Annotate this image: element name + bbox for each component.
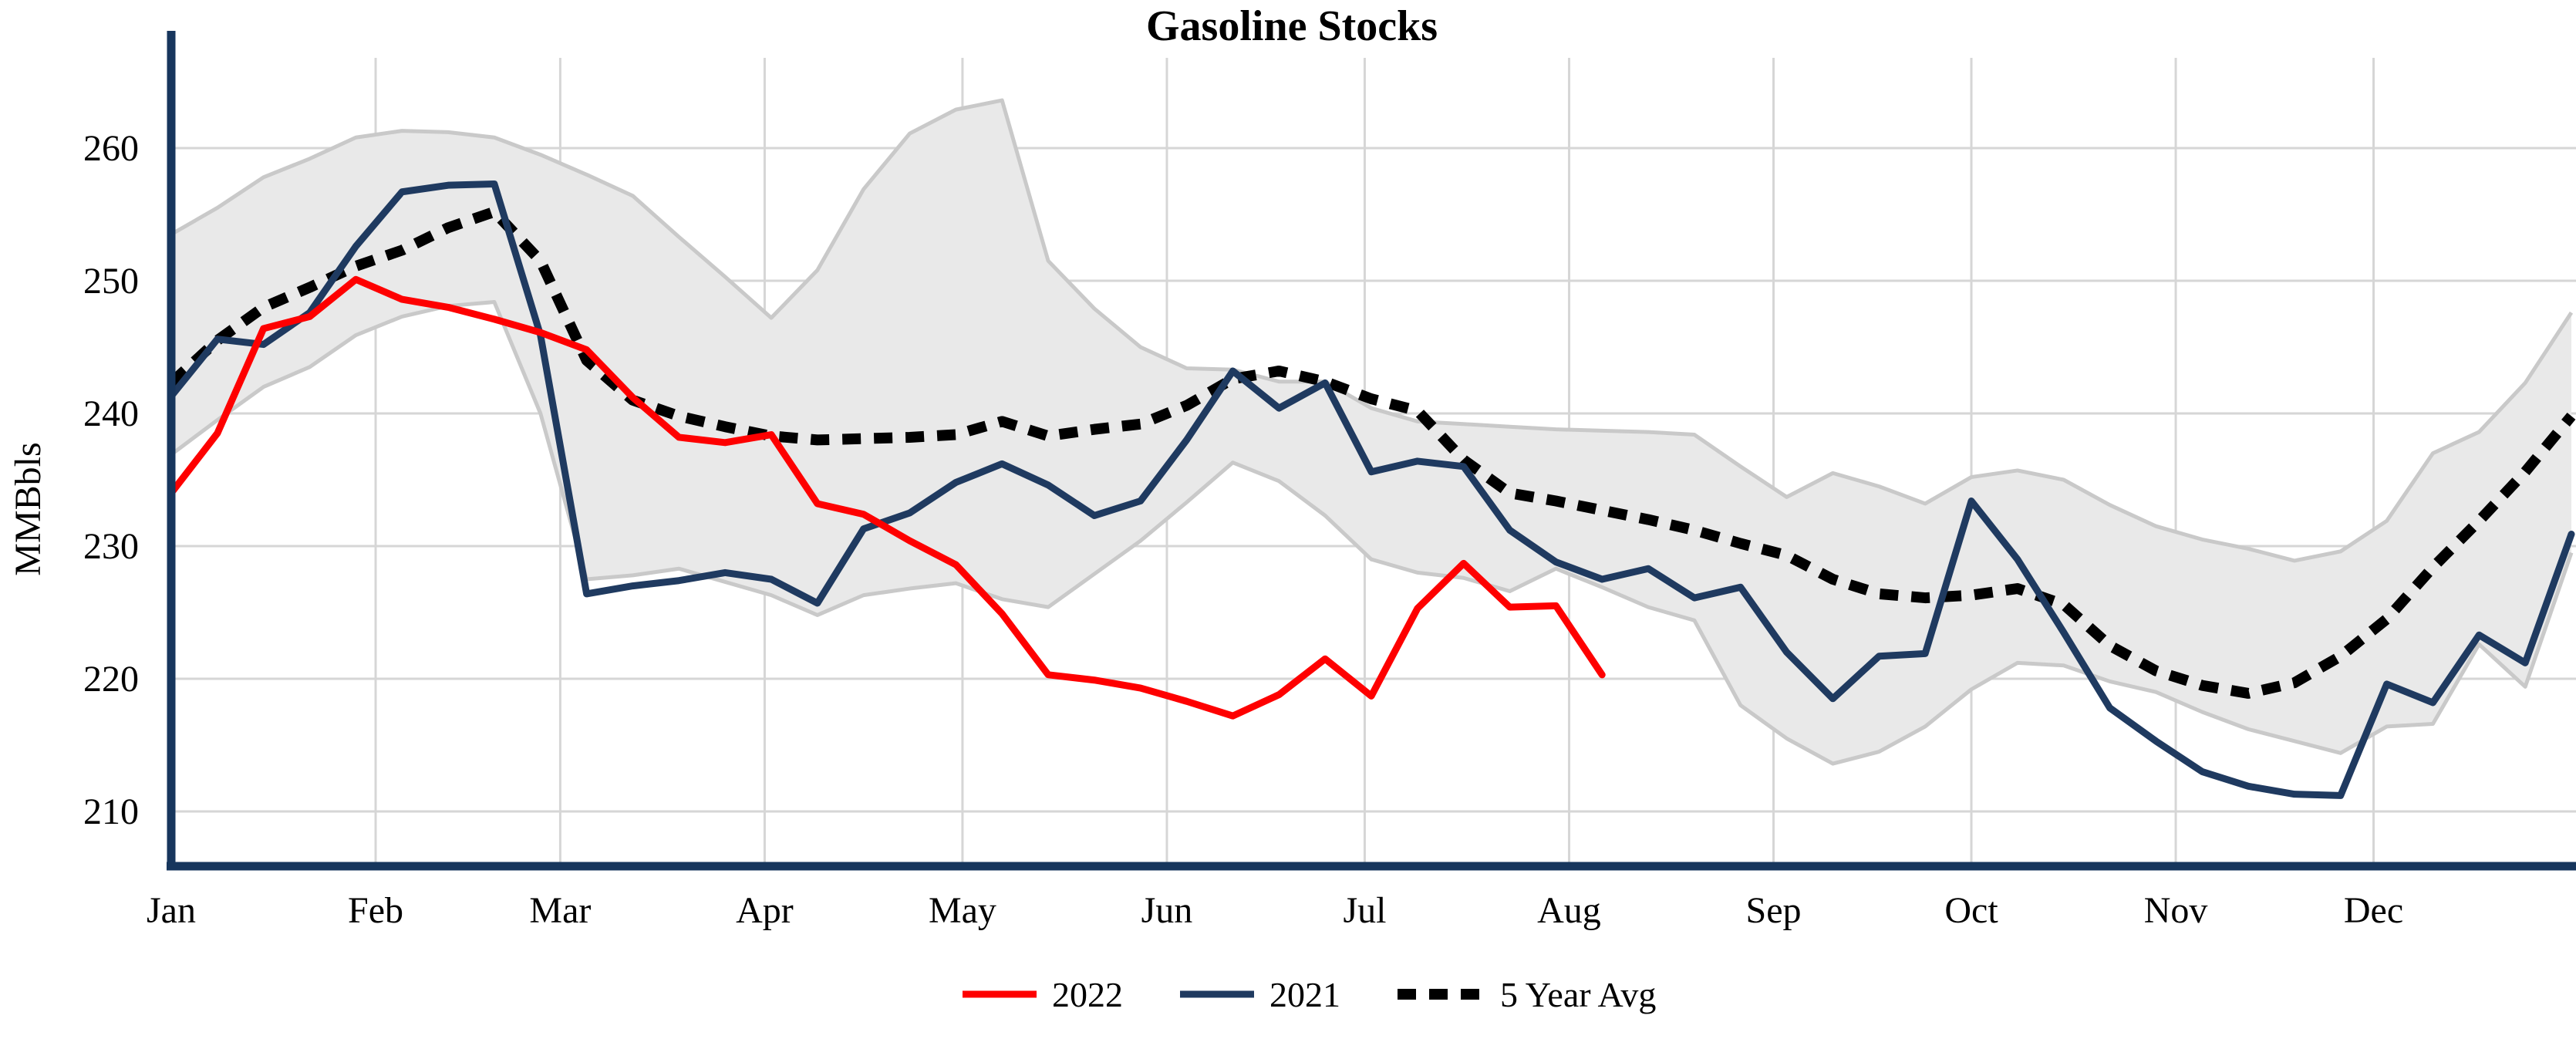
y-tick-210: 210 xyxy=(83,791,139,832)
x-tick-Sep: Sep xyxy=(1746,890,1802,931)
x-tick-Aug: Aug xyxy=(1537,890,1601,931)
legend-label-2022: 2022 xyxy=(1052,975,1123,1014)
x-tick-May: May xyxy=(929,890,996,931)
chart-title: Gasoline Stocks xyxy=(1146,2,1438,50)
line-2021 xyxy=(167,180,2575,799)
legend-label-2021: 2021 xyxy=(1269,975,1340,1014)
x-tick-Jul: Jul xyxy=(1343,890,1386,931)
x-tick-Jan: Jan xyxy=(147,890,196,931)
x-tick-Feb: Feb xyxy=(348,890,403,931)
line-2022 xyxy=(167,275,1606,720)
x-tick-Apr: Apr xyxy=(736,890,794,931)
y-tick-230: 230 xyxy=(83,526,139,567)
y-tick-250: 250 xyxy=(83,261,139,302)
y-axis-tick-labels: 210 220 230 240 250 260 xyxy=(83,128,139,832)
band-fill xyxy=(171,100,2571,764)
data-lines xyxy=(167,180,2576,799)
x-axis-month-labels: Jan Feb Mar Apr May Jun Jul Aug Sep Oct Nov Dec xyxy=(147,890,2403,931)
y-tick-240: 240 xyxy=(83,393,139,434)
x-tick-Jun: Jun xyxy=(1141,890,1193,931)
x-tick-Mar: Mar xyxy=(529,890,591,931)
x-tick-Dec: Dec xyxy=(2344,890,2403,931)
x-tick-Nov: Nov xyxy=(2144,890,2208,931)
y-axis-label: MMBbls xyxy=(8,442,49,575)
axis-spines xyxy=(167,31,2576,871)
x-tick-Oct: Oct xyxy=(1944,890,1998,931)
five-year-range-band xyxy=(170,98,2574,766)
y-tick-220: 220 xyxy=(83,659,139,700)
line-5-year-avg xyxy=(167,206,2576,699)
legend-label-5-year-avg: 5 Year Avg xyxy=(1500,975,1656,1014)
band-top-edge xyxy=(170,98,2574,563)
y-tick-260: 260 xyxy=(83,128,139,169)
legend: 2022 2021 5 Year Avg xyxy=(963,975,1656,1014)
